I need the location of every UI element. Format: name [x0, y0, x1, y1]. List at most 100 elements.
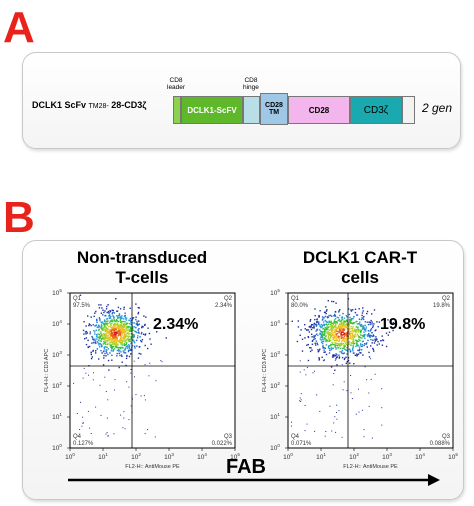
event-dot [92, 350, 94, 352]
event-dot [311, 336, 313, 338]
event-dot [343, 345, 345, 347]
event-dot [100, 304, 102, 306]
event-dot [291, 421, 292, 423]
event-dot [334, 325, 336, 327]
event-dot [140, 333, 143, 335]
event-dot [374, 373, 376, 375]
event-dot [94, 333, 96, 335]
event-dot [323, 347, 325, 349]
event-dot [114, 389, 115, 391]
event-dot [111, 319, 113, 321]
event-dot [351, 335, 354, 337]
event-dot [335, 328, 337, 330]
event-dot [368, 335, 371, 337]
event-dot [350, 375, 352, 376]
event-dot [99, 384, 101, 386]
event-dot [313, 322, 315, 325]
event-dot [353, 322, 355, 325]
event-dot [311, 343, 314, 345]
event-dot [319, 338, 322, 340]
event-dot [142, 333, 145, 335]
event-dot [353, 342, 355, 345]
event-dot [356, 320, 358, 323]
event-dot [358, 322, 360, 325]
event-dot [334, 344, 336, 346]
event-dot [106, 305, 108, 308]
event-dot [99, 340, 101, 342]
event-dot [364, 324, 366, 326]
y-tick-label: 100 [52, 443, 62, 452]
y-tick-label: 104 [270, 319, 280, 328]
event-dot [324, 334, 326, 336]
event-dot [328, 346, 330, 348]
event-dot [137, 335, 139, 337]
event-dot [110, 333, 112, 336]
event-dot [356, 344, 358, 346]
event-dot [363, 436, 365, 438]
event-dot [111, 332, 113, 334]
event-dot [85, 337, 88, 339]
event-dot [368, 405, 370, 407]
event-dot [119, 350, 121, 352]
event-dot [363, 315, 365, 318]
event-dot [126, 322, 129, 324]
event-dot [100, 346, 103, 348]
event-dot [124, 312, 126, 314]
event-dot [101, 352, 103, 354]
event-dot [341, 350, 343, 352]
event-dot [119, 339, 122, 342]
event-dot [343, 352, 345, 354]
event-dot [123, 343, 125, 345]
event-dot [96, 338, 98, 340]
event-dot [112, 335, 115, 337]
event-dot [118, 317, 120, 319]
event-dot [352, 323, 354, 325]
event-dot [110, 343, 113, 346]
event-dot [299, 371, 301, 373]
event-dot [99, 320, 101, 322]
event-dot [339, 345, 341, 347]
event-dot [95, 342, 97, 345]
event-dot [135, 339, 138, 342]
event-dot [116, 344, 118, 347]
event-dot [340, 337, 343, 340]
event-dot [118, 314, 121, 316]
event-dot [90, 316, 92, 318]
event-dot [367, 330, 370, 332]
event-dot [82, 416, 84, 418]
event-dot [308, 326, 311, 328]
event-dot [118, 352, 120, 355]
event-dot [343, 333, 345, 336]
event-dot [339, 329, 341, 332]
event-dot [137, 311, 140, 314]
event-dot [326, 326, 328, 328]
event-dot [105, 355, 107, 357]
event-dot [328, 340, 330, 342]
event-dot [352, 338, 354, 340]
event-dot [332, 343, 335, 346]
event-dot [338, 354, 340, 356]
event-dot [342, 325, 345, 327]
event-dot [121, 327, 123, 329]
event-dot [357, 353, 360, 355]
event-dot [99, 335, 101, 337]
event-dot [335, 302, 337, 304]
event-dot [138, 328, 140, 330]
event-dot [368, 351, 370, 354]
event-dot [348, 327, 350, 330]
event-dot [124, 341, 126, 343]
event-dot [117, 306, 120, 309]
event-dot [373, 335, 375, 337]
event-dot [96, 318, 98, 321]
event-dot [363, 326, 365, 329]
event-dot [326, 329, 328, 331]
event-dot [98, 304, 100, 306]
event-dot [326, 321, 329, 323]
event-dot [345, 343, 347, 345]
event-dot [311, 333, 313, 335]
event-dot [119, 334, 122, 336]
event-dot [98, 317, 101, 319]
event-dot [371, 437, 373, 439]
event-dot [121, 322, 123, 325]
event-dot [304, 324, 306, 326]
